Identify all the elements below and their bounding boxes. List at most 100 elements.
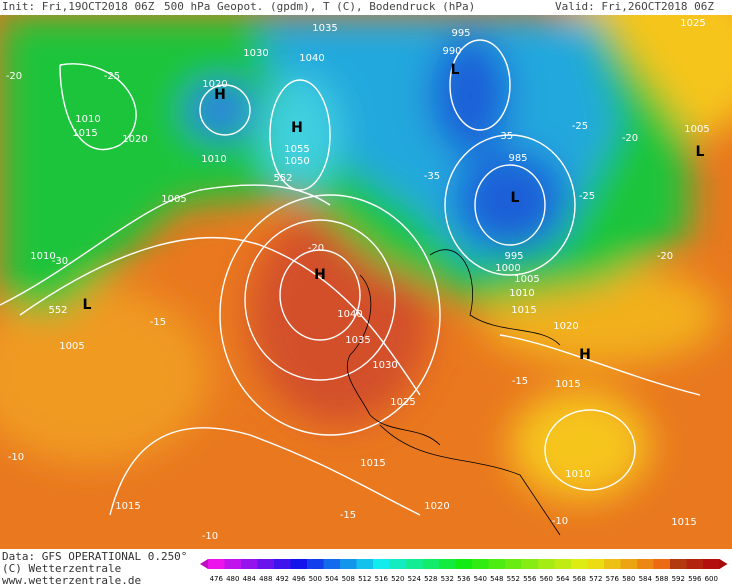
contour-label: -25 (572, 121, 588, 132)
colorbar-swatch (406, 559, 423, 569)
contour-label: 1010 (565, 469, 590, 480)
colorbar-swatch (472, 559, 489, 569)
colorbar-swatch (274, 559, 291, 569)
contour-label: 1010 (30, 251, 55, 262)
contour-label: 1015 (115, 501, 140, 512)
contour-label: 1015 (72, 128, 97, 139)
contour-label: 1015 (671, 517, 696, 528)
colorbar-label: 572 (589, 575, 602, 583)
colorbar-arrow-left (200, 559, 208, 569)
colorbar-swatch (323, 559, 340, 569)
contour-label: 1015 (555, 379, 580, 390)
contour-label: 1035 (312, 23, 337, 34)
contour-label: 995 (504, 251, 523, 262)
contour-label: -15 (340, 510, 356, 521)
colorbar-swatch (554, 559, 571, 569)
contour-label: 1010 (509, 288, 534, 299)
colorbar-swatch (703, 559, 720, 569)
contour-label: -15 (150, 317, 166, 328)
colorbar-label: 528 (424, 575, 437, 583)
colorbar-label: 556 (523, 575, 537, 583)
colorbar-swatch (455, 559, 472, 569)
colorbar-swatch (241, 559, 258, 569)
colorbar-label: 476 (210, 575, 224, 583)
pressure-center: L (83, 297, 92, 313)
contour-label: -10 (202, 531, 218, 542)
contour-label: -25 (579, 191, 595, 202)
colorbar-label: 508 (342, 575, 355, 583)
contour-label: 552 (48, 305, 67, 316)
contour-label: 995 (451, 28, 470, 39)
contour-label: 1010 (201, 154, 226, 165)
contour-label: 1055 (284, 144, 309, 155)
pressure-center: L (511, 190, 520, 206)
data-source: Data: GFS OPERATIONAL 0.250° (2, 550, 188, 563)
colorbar-label: 540 (474, 575, 487, 583)
colorbar-label: 596 (688, 575, 702, 583)
website: www.wetterzentrale.de (2, 574, 142, 587)
colorbar-label: 504 (325, 575, 339, 583)
colorbar-swatch (653, 559, 670, 569)
colorbar-label: 560 (540, 575, 553, 583)
pressure-center: L (696, 144, 705, 160)
pressure-center: L (451, 62, 460, 78)
contour-label: 1030 (243, 48, 268, 59)
contour-label: 1010 (75, 114, 100, 125)
colorbar-swatch (208, 559, 225, 569)
colorbar-swatch (571, 559, 588, 569)
colorbar-swatch (538, 559, 555, 569)
colorbar-label: 488 (259, 575, 272, 583)
colorbar-label: 552 (507, 575, 520, 583)
contour-label: -20 (657, 251, 673, 262)
colorbar-swatch (521, 559, 538, 569)
colorbar-label: 500 (309, 575, 322, 583)
contour-label: 1035 (345, 335, 370, 346)
map: L L L L H H H H 995 990 1030 1035 1040 1020 1010 1015 10… (0, 15, 732, 549)
contour-label: 1015 (360, 458, 385, 469)
pressure-center: H (579, 347, 591, 363)
pressure-center: H (291, 120, 303, 136)
isobars (0, 39, 701, 516)
copyright: (C) Wetterzentrale (2, 562, 122, 575)
contour-label: 1005 (514, 274, 539, 285)
contour-label: 1005 (59, 341, 84, 352)
colorbar-label: 492 (276, 575, 289, 583)
init-time: Init: Fri,19OCT2018 06Z (2, 0, 155, 13)
contour-label: 1005 (684, 124, 709, 135)
colorbar-label: 536 (457, 575, 471, 583)
contour-label: -10 (552, 516, 568, 527)
colorbar-swatch (637, 559, 654, 569)
colorbar: 476 480 484 488 492 496 500 504 508 512 516 520 524 5… (200, 559, 728, 583)
colorbar-swatch (422, 559, 439, 569)
contour-label: -20 (622, 133, 638, 144)
parameters: 500 hPa Geopot. (gpdm), T (C), Bodendruc… (164, 0, 476, 13)
contour-label: 990 (442, 46, 461, 57)
colorbar-label: 588 (655, 575, 668, 583)
colorbar-swatch (356, 559, 373, 569)
valid-time: Valid: Fri,26OCT2018 06Z (555, 0, 714, 13)
pressure-center: H (214, 87, 226, 103)
colorbar-arrow-right (719, 559, 728, 569)
colorbar-swatch (604, 559, 621, 569)
colorbar-swatch (439, 559, 456, 569)
colorbar-label: 480 (226, 575, 239, 583)
colorbar-swatch (505, 559, 522, 569)
colorbar-label: 564 (556, 575, 570, 583)
contour-label: 1020 (202, 79, 227, 90)
colorbar-swatch (257, 559, 274, 569)
colorbar-swatch (686, 559, 703, 569)
contour-label: 1020 (424, 501, 449, 512)
contour-label: 1030 (372, 360, 397, 371)
colorbar-label: 484 (243, 575, 257, 583)
colorbar-label: 584 (639, 575, 653, 583)
colorbar-label: 576 (606, 575, 620, 583)
colorbar-swatch (488, 559, 505, 569)
colorbar-label: 600 (705, 575, 718, 583)
contour-label: 1050 (284, 156, 309, 167)
colorbar-label: 516 (375, 575, 389, 583)
contour-label: -25 (104, 71, 120, 82)
colorbar-swatch (224, 559, 241, 569)
contour-label: -20 (308, 243, 324, 254)
colorbar-swatch (340, 559, 357, 569)
